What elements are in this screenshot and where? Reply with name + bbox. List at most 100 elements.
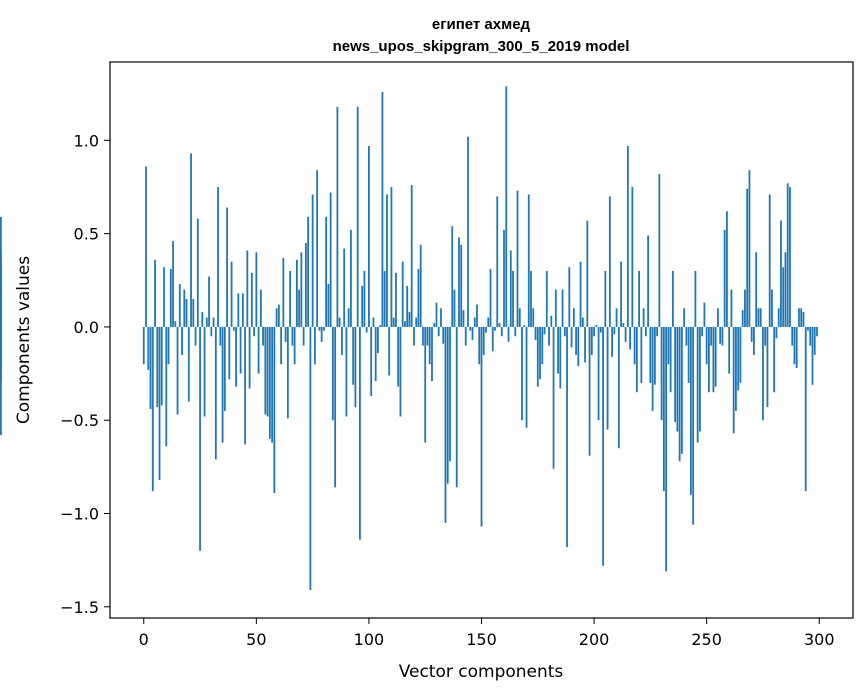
bar: [476, 304, 478, 327]
bar: [780, 220, 782, 327]
bar: [775, 326, 778, 339]
bar: [232, 326, 235, 331]
bar: [163, 267, 165, 327]
bar: [320, 326, 323, 342]
bar: [374, 326, 377, 382]
bar: [203, 326, 206, 417]
bar: [365, 326, 368, 333]
bar: [255, 252, 258, 327]
bar: [640, 326, 643, 383]
bar: [816, 326, 818, 337]
bar: [651, 326, 654, 411]
bar: [534, 326, 537, 340]
bar: [165, 326, 168, 447]
bar: [196, 218, 199, 327]
bar: [633, 326, 636, 365]
x-axis-label: Vector components: [399, 662, 564, 682]
bar: [0, 317, 2, 327]
bar: [410, 185, 413, 327]
bar: [172, 241, 174, 327]
bar: [264, 326, 267, 415]
bar: [183, 289, 186, 327]
bar: [363, 270, 366, 327]
bar: [467, 136, 469, 327]
bar: [717, 308, 719, 327]
bar: [784, 252, 787, 327]
bar: [667, 326, 670, 365]
x-tick-label: 0: [139, 630, 149, 649]
bar: [237, 293, 240, 327]
bar: [793, 326, 796, 365]
bar: [309, 326, 312, 591]
bar: [741, 310, 744, 327]
bar: [602, 326, 604, 566]
bar: [593, 326, 595, 337]
bar: [174, 321, 177, 327]
bar: [433, 323, 436, 327]
bar: [437, 326, 440, 337]
bar: [773, 326, 776, 393]
bar: [548, 326, 550, 346]
bar: [327, 284, 330, 327]
bar: [649, 326, 652, 383]
bar: [453, 289, 456, 327]
bar: [302, 326, 305, 346]
bar: [714, 326, 717, 387]
bar: [428, 326, 431, 365]
bar: [552, 326, 555, 469]
bar: [798, 308, 800, 327]
bar: [737, 326, 740, 391]
bar: [732, 326, 735, 434]
bar: [338, 317, 341, 327]
x-tick-label: 100: [354, 630, 385, 649]
bar: [205, 317, 208, 327]
bar: [451, 226, 454, 327]
bar: [687, 326, 690, 383]
bar: [221, 326, 224, 443]
bar: [617, 326, 620, 449]
bar: [440, 308, 442, 327]
bar: [498, 323, 501, 327]
bar: [777, 308, 780, 327]
bar: [253, 326, 255, 337]
bar: [703, 302, 706, 327]
bar: [230, 261, 233, 327]
bar: [507, 326, 510, 342]
bar: [406, 285, 409, 327]
bar: [586, 220, 589, 327]
bar: [669, 326, 672, 393]
bar: [266, 326, 269, 417]
bar: [647, 235, 650, 327]
bar: [142, 326, 145, 365]
bar: [509, 250, 512, 327]
bar: [419, 244, 422, 327]
bar: [606, 326, 609, 430]
bar: [757, 308, 760, 327]
bar: [543, 326, 546, 335]
y-tick-label: −1.0: [60, 505, 99, 524]
bar: [485, 326, 487, 333]
bar: [347, 308, 350, 327]
bar: [489, 269, 492, 327]
bar: [480, 326, 483, 527]
bar: [746, 188, 749, 327]
bar: [701, 326, 704, 337]
bar: [417, 269, 420, 327]
x-tick-label: 300: [804, 630, 835, 649]
bar: [597, 326, 600, 421]
bar: [674, 326, 677, 423]
bar: [377, 326, 379, 354]
bar: [455, 326, 458, 488]
bar: [280, 326, 283, 365]
bar: [176, 326, 179, 415]
bar: [277, 304, 280, 327]
bar: [786, 183, 789, 327]
bar: [458, 237, 460, 327]
bar: [604, 270, 607, 327]
bar: [435, 302, 438, 327]
bar: [246, 250, 249, 327]
bar: [568, 267, 571, 327]
bar: [500, 326, 503, 337]
bar: [728, 326, 731, 374]
